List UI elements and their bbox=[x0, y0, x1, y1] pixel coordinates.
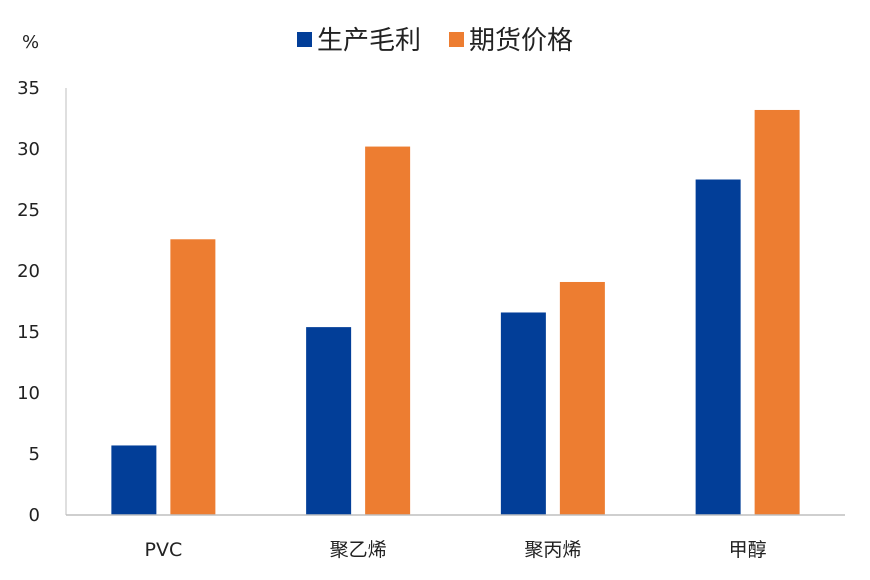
bar-gross-margin bbox=[111, 445, 157, 515]
y-tick-label: 30 bbox=[17, 139, 40, 160]
y-tick-label: 0 bbox=[29, 505, 40, 526]
legend-label: 生产毛利 bbox=[317, 26, 421, 56]
bar-futures-price bbox=[754, 109, 800, 516]
y-tick-label: 35 bbox=[17, 78, 40, 99]
bar-gross-margin bbox=[500, 312, 546, 515]
y-axis: 0 5 10 15 20 25 30 35 bbox=[17, 78, 67, 526]
bar-futures-price bbox=[170, 239, 216, 515]
bar-gross-margin bbox=[695, 179, 741, 515]
y-tick-label: 10 bbox=[17, 383, 40, 404]
bars bbox=[111, 109, 800, 516]
y-tick-label: 15 bbox=[17, 322, 40, 343]
y-tick-label: 5 bbox=[29, 444, 40, 465]
legend: 生产毛利 期货价格 bbox=[297, 26, 573, 56]
legend-swatch bbox=[449, 32, 464, 47]
x-category-label: PVC bbox=[145, 539, 183, 561]
bar-futures-price bbox=[559, 281, 605, 515]
legend-swatch bbox=[297, 32, 312, 47]
legend-label: 期货价格 bbox=[469, 26, 573, 56]
x-category-label: 甲醇 bbox=[729, 539, 767, 561]
bar-gross-margin bbox=[306, 327, 352, 515]
y-axis-unit-label: % bbox=[22, 32, 39, 53]
bar-futures-price bbox=[365, 146, 411, 515]
y-tick-label: 20 bbox=[17, 261, 40, 282]
x-category-label: 聚乙烯 bbox=[330, 539, 387, 561]
y-tick-label: 25 bbox=[17, 200, 40, 221]
x-category-label: 聚丙烯 bbox=[524, 539, 581, 561]
x-axis: PVC 聚乙烯 聚丙烯 甲醇 bbox=[66, 514, 845, 561]
